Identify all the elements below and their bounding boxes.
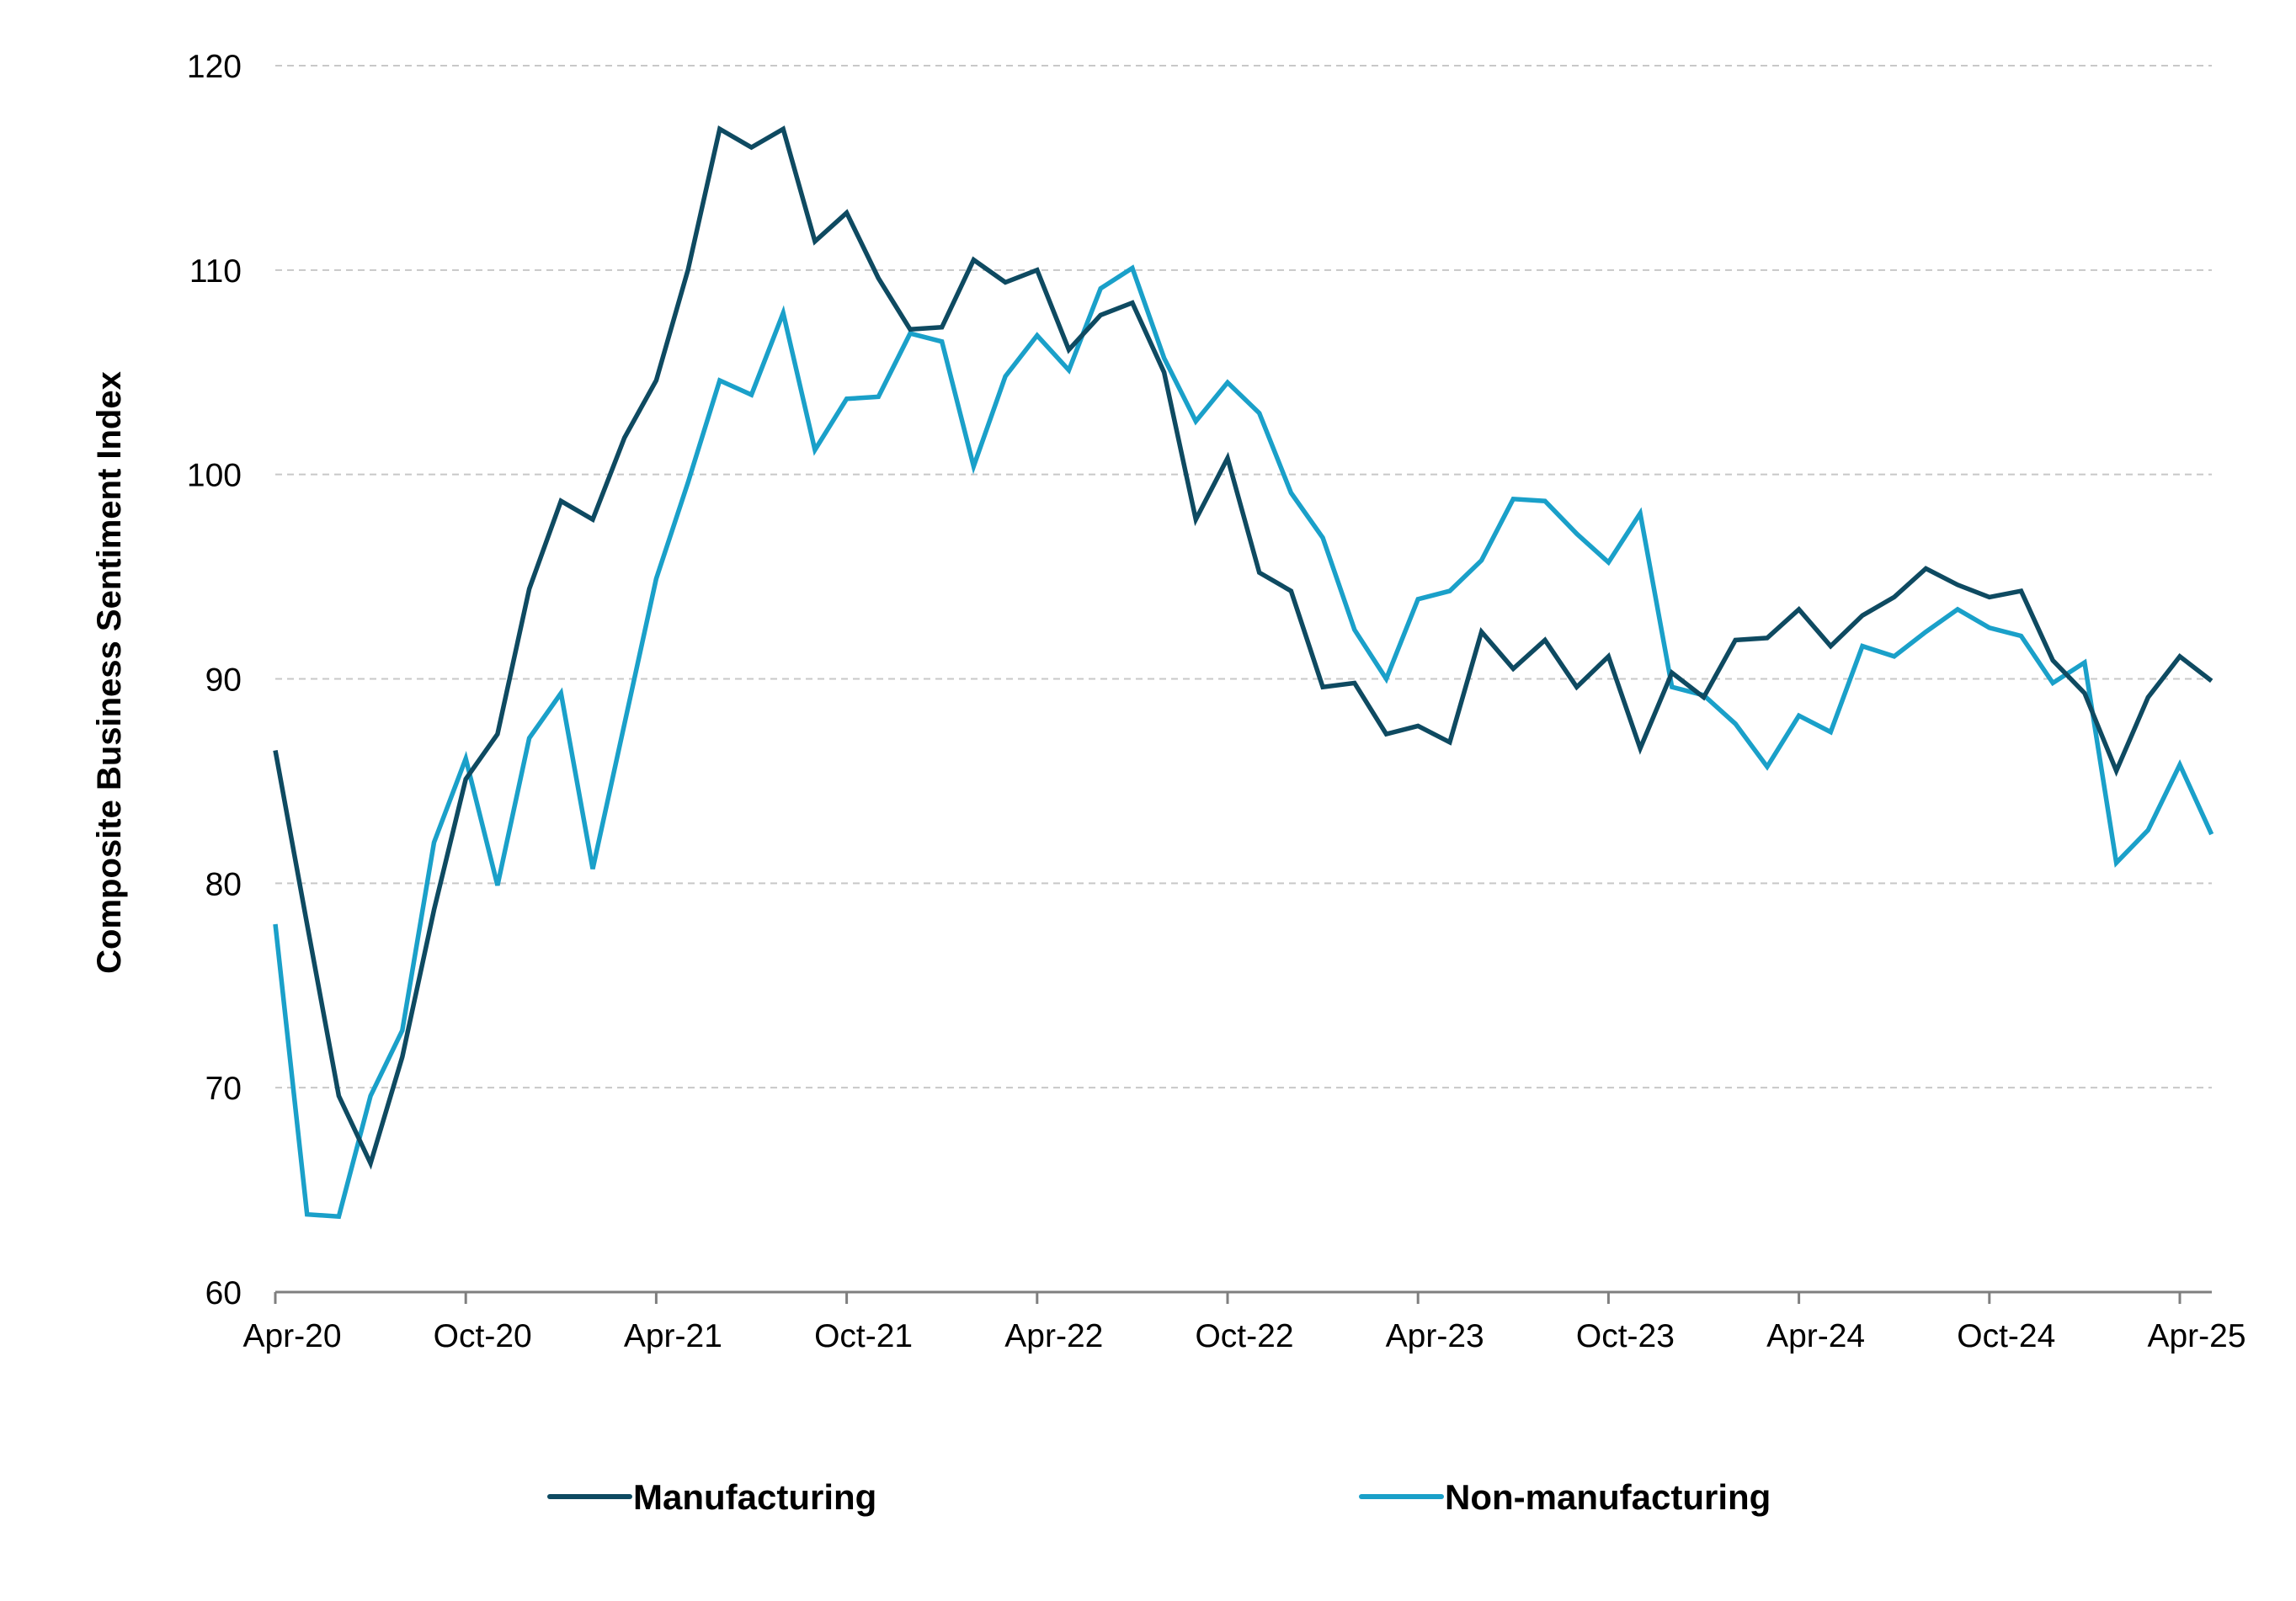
x-tick-label: Apr-23	[1386, 1318, 1484, 1354]
gridlines	[275, 65, 2212, 1089]
legend-item-non-manufacturing: Non-manufacturing	[1359, 1477, 1771, 1517]
y-axis-label: Composite Business Sentiment Index	[91, 371, 128, 974]
y-tick-label: 70	[205, 1071, 242, 1107]
legend-label-non-manufacturing: Non-manufacturing	[1445, 1477, 1771, 1517]
series-line-manufacturing	[273, 125, 2213, 1170]
y-tick-label: 100	[187, 458, 242, 494]
x-tick-label: Apr-21	[624, 1318, 722, 1354]
x-tick-label: Apr-20	[242, 1318, 341, 1354]
y-tick-label: 110	[189, 253, 242, 290]
x-tick-label: Apr-24	[1766, 1318, 1865, 1354]
y-tick-label: 80	[205, 866, 242, 902]
y-axis-ticks: 60 70 80 90 100 110 120	[187, 49, 242, 1311]
x-tick-label: Oct-23	[1576, 1318, 1675, 1354]
y-tick-label: 120	[187, 49, 242, 85]
y-tick-label: 90	[205, 662, 242, 699]
x-tick-label: Oct-20	[434, 1318, 532, 1354]
x-tick-label: Oct-22	[1195, 1318, 1293, 1354]
x-tick-label: Oct-21	[814, 1318, 913, 1354]
x-axis-ticks: Apr-20 Oct-20 Apr-21 Oct-21 Apr-22 Oct-22 Apr-…	[242, 1292, 2246, 1354]
legend-item-manufacturing: Manufacturing	[547, 1477, 876, 1517]
y-tick-label: 60	[205, 1275, 242, 1311]
x-tick-label: Oct-24	[1957, 1318, 2055, 1354]
series-line-non-manufacturing	[273, 264, 2214, 1220]
legend-label-manufacturing: Manufacturing	[633, 1477, 876, 1517]
series-lines	[273, 125, 2214, 1220]
x-tick-label: Apr-25	[2147, 1318, 2245, 1354]
x-tick-label: Apr-22	[1004, 1318, 1103, 1354]
legend: Manufacturing Non-manufacturing	[547, 1477, 1771, 1517]
